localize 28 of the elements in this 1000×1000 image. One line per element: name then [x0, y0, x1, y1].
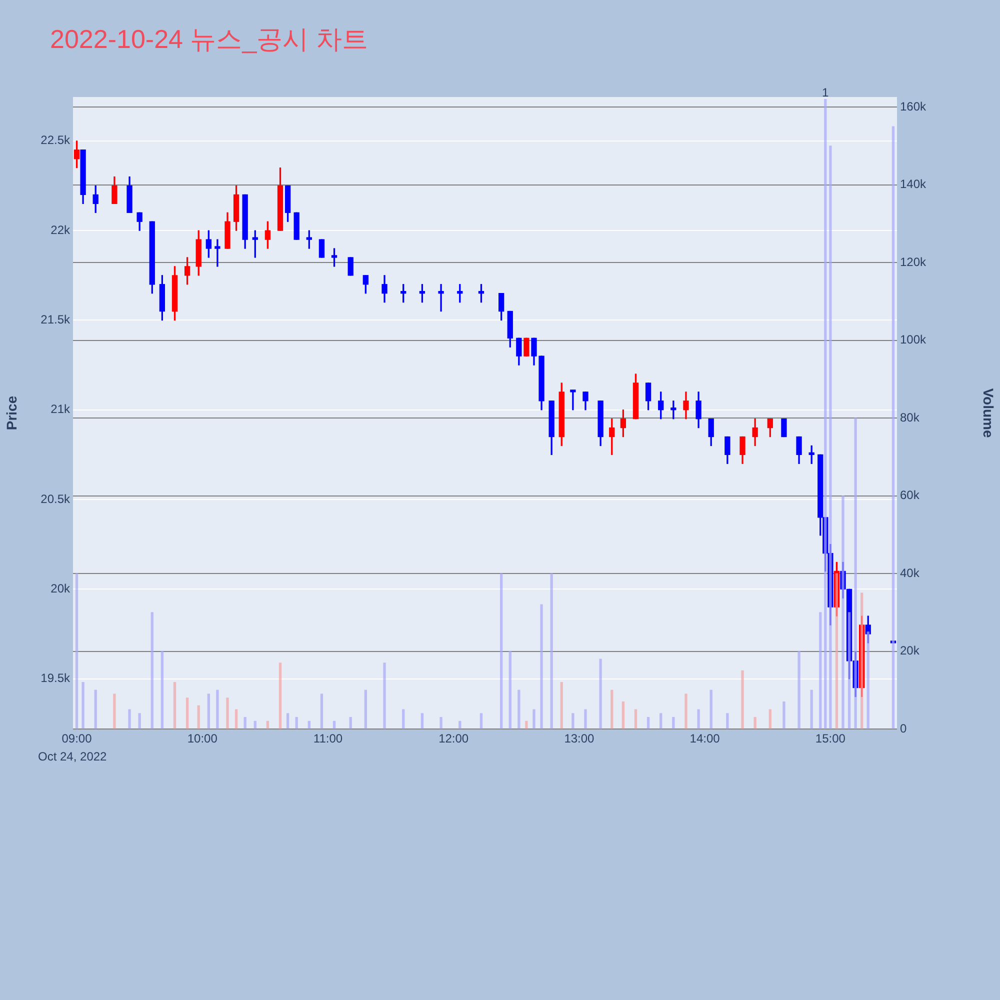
- y-tick-label: 22.5k: [40, 133, 71, 148]
- y2-tick-label: 100k: [900, 332, 928, 347]
- x-tick-label: 10:00: [187, 732, 218, 746]
- y-tick-label: 22k: [50, 222, 71, 237]
- x-tick-label: 09:00: [62, 732, 92, 746]
- text: Oct 24, 2022: [38, 749, 108, 764]
- y2-tick-label: 140k: [900, 177, 928, 192]
- y2-axis-title: Volume: [980, 388, 997, 438]
- x-tick-label: 15:00: [815, 732, 846, 746]
- y2-tick-label: 120k: [900, 254, 928, 269]
- y-tick-label: 21k: [50, 402, 71, 416]
- y2-tick-label: 40k: [900, 566, 920, 580]
- y-tick-label: 20k: [50, 581, 71, 596]
- y-tick-label: 21.5k: [40, 312, 71, 327]
- x-tick-label: 14:00: [690, 732, 720, 746]
- x-tick-label: 12:00: [438, 732, 469, 746]
- y2-tick-label: 80k: [900, 410, 920, 424]
- chart-title: 2022-10-24 뉴스_공시 차트: [50, 23, 368, 56]
- annotation: 1: [822, 85, 830, 100]
- y-tick-label: 19.5k: [40, 671, 71, 686]
- y2-tick-label: 0: [900, 721, 907, 736]
- y2-tick-label: 60k: [900, 488, 920, 502]
- y-tick-label: 20.5k: [40, 492, 71, 506]
- x-tick-label: 13:00: [564, 732, 595, 746]
- x-tick-label: 11:00: [313, 732, 343, 746]
- y-axis-title: Price: [3, 396, 20, 430]
- y2-tick-label: 160k: [900, 99, 928, 114]
- y2-tick-label: 20k: [900, 644, 920, 658]
